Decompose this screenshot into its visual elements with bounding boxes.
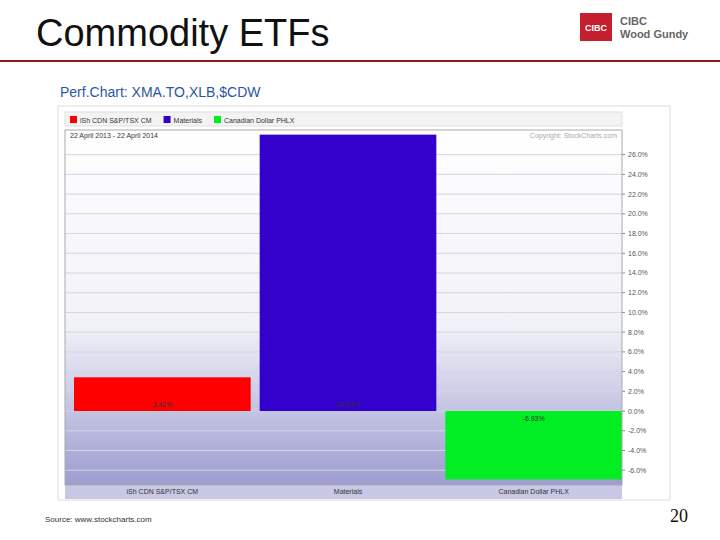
tick-label: 24.0% bbox=[628, 171, 648, 178]
tick-label: -4.0% bbox=[628, 447, 646, 454]
tick-label: -6.0% bbox=[628, 467, 646, 474]
tick-label: 22.0% bbox=[628, 191, 648, 198]
category-label: Materials bbox=[334, 488, 363, 495]
legend-swatch bbox=[70, 116, 77, 123]
data-label: -6.93% bbox=[523, 415, 545, 422]
bar bbox=[445, 411, 622, 479]
legend-label: Canadian Dollar PHLX bbox=[224, 117, 295, 124]
plot-area bbox=[65, 130, 622, 485]
copyright: Copyright: StockCharts.com bbox=[530, 132, 617, 140]
header-rule bbox=[0, 60, 720, 62]
slide: Commodity ETFsCIBCCIBCWood GundyPerf.Cha… bbox=[0, 0, 720, 540]
data-label: 3.42% bbox=[152, 401, 172, 408]
tick-label: 14.0% bbox=[628, 269, 648, 276]
tick-label: -2.0% bbox=[628, 427, 646, 434]
data-label: 28.03% bbox=[336, 401, 360, 408]
date-range: 22 April 2013 - 22 April 2014 bbox=[70, 132, 158, 140]
logo-text: CIBC bbox=[620, 15, 647, 27]
tick-label: 6.0% bbox=[628, 348, 644, 355]
plot-frame bbox=[65, 130, 622, 485]
logo-mark: CIBC bbox=[585, 23, 607, 33]
category-label: Canadian Dollar PHLX bbox=[498, 488, 569, 495]
bar bbox=[74, 377, 251, 411]
tick-label: 8.0% bbox=[628, 329, 644, 336]
tick-label: 20.0% bbox=[628, 210, 648, 217]
tick-label: 12.0% bbox=[628, 289, 648, 296]
bar bbox=[260, 135, 437, 411]
tick-label: 18.0% bbox=[628, 230, 648, 237]
legend-label: iSh CDN S&P/TSX CM bbox=[80, 117, 152, 124]
chart-panel bbox=[58, 106, 670, 500]
tick-label: 4.0% bbox=[628, 368, 644, 375]
bars bbox=[74, 135, 622, 480]
source: Source: www.stockcharts.com bbox=[45, 515, 152, 524]
logo-box bbox=[580, 13, 612, 41]
category-label: iSh CDN S&P/TSX CM bbox=[127, 488, 199, 495]
legend-label: Materials bbox=[174, 117, 203, 124]
tick-label: 10.0% bbox=[628, 309, 648, 316]
slide-title: Commodity ETFs bbox=[36, 12, 329, 54]
tick-label: 0.0% bbox=[628, 408, 644, 415]
tick-label: 26.0% bbox=[628, 151, 648, 158]
page-number: 20 bbox=[670, 506, 688, 526]
axis-band bbox=[65, 485, 622, 499]
legend-swatch bbox=[164, 116, 171, 123]
chart-title: Perf.Chart: XMA.TO,XLB,$CDW bbox=[60, 84, 261, 100]
legend-box bbox=[65, 112, 622, 126]
tick-label: 2.0% bbox=[628, 388, 644, 395]
logo-text: Wood Gundy bbox=[620, 28, 689, 40]
legend-swatch bbox=[214, 116, 221, 123]
tick-label: 16.0% bbox=[628, 250, 648, 257]
